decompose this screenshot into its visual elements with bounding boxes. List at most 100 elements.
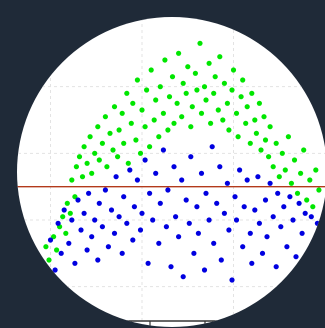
- scatter-point: [180, 274, 186, 280]
- scatter-point: [127, 167, 133, 173]
- scatter-point: [169, 74, 176, 80]
- scatter-point: [95, 257, 101, 263]
- scatter-point: [308, 214, 314, 220]
- scatter-point: [226, 127, 232, 133]
- scatter-point: [113, 174, 119, 180]
- scatter-point: [78, 227, 84, 233]
- scatter-point: [291, 157, 298, 163]
- scatter-point: [243, 120, 249, 126]
- scatter-point: [119, 110, 125, 116]
- scatter-point: [287, 194, 293, 200]
- scatter-point: [194, 204, 200, 210]
- scatter-point: [166, 94, 173, 100]
- scatter-point: [156, 134, 162, 140]
- scatter-point: [252, 117, 258, 123]
- scatter-point: [75, 197, 81, 203]
- scatter-point: [240, 77, 246, 83]
- scatter-point: [218, 257, 224, 263]
- scatter-point: [43, 244, 49, 250]
- scatter-point: [69, 177, 75, 183]
- scatter-point: [221, 80, 227, 86]
- scatter-point: [214, 200, 220, 206]
- scatter-point: [51, 234, 57, 240]
- scatter-point: [133, 137, 139, 143]
- scatter-point: [276, 174, 282, 180]
- scatter-point: [270, 214, 276, 220]
- scatter-point: [279, 150, 285, 156]
- scatter-point: [229, 277, 235, 283]
- scatter-point: [247, 140, 253, 146]
- scatter-point: [285, 134, 291, 140]
- scatter-point: [273, 140, 279, 146]
- scatter-point: [195, 230, 201, 236]
- scatter-point: [119, 250, 125, 256]
- scatter-point: [102, 187, 108, 193]
- scatter-point: [278, 224, 284, 230]
- scatter-point: [52, 267, 58, 273]
- scatter-point: [233, 110, 240, 116]
- scatter-point: [262, 197, 269, 203]
- scatter-point: [215, 107, 221, 113]
- scatter-point: [139, 107, 145, 113]
- scatter-point: [171, 164, 177, 170]
- scatter-point: [221, 210, 227, 216]
- scatter-point: [212, 74, 218, 80]
- scatter-point: [266, 154, 272, 160]
- scatter-point: [64, 200, 70, 206]
- scatter-point: [104, 164, 110, 170]
- scatter-point: [310, 204, 316, 210]
- scatter-point: [173, 214, 179, 220]
- scatter-point: [153, 170, 159, 176]
- scatter-point: [307, 177, 313, 183]
- scatter-point: [211, 240, 217, 246]
- scatter-point: [244, 104, 250, 110]
- scatter-point: [58, 250, 64, 256]
- scatter-point: [69, 217, 75, 223]
- scatter-point: [206, 60, 212, 66]
- scatter-point: [142, 157, 148, 163]
- scatter-point: [165, 127, 171, 133]
- scatter-point: [267, 180, 273, 186]
- scatter-point: [142, 124, 148, 130]
- scatter-point: [99, 140, 105, 146]
- scatter-point: [92, 150, 98, 156]
- scatter-point: [153, 97, 159, 103]
- scatter-point: [301, 147, 307, 153]
- scatter-point: [99, 224, 105, 230]
- scatter-point: [176, 50, 182, 56]
- scatter-point: [224, 180, 230, 186]
- scatter-point: [235, 134, 241, 140]
- series-1: [29, 144, 320, 296]
- scatter-point: [96, 200, 102, 206]
- scatter-point: [72, 260, 78, 266]
- scatter-point: [150, 217, 156, 223]
- scatter-point: [144, 87, 150, 93]
- scatter-point: [194, 87, 200, 93]
- scatter-point: [281, 204, 287, 210]
- scatter-point: [273, 264, 279, 270]
- scatter-point: [115, 154, 121, 160]
- scatter-point: [79, 174, 86, 180]
- scatter-point: [63, 230, 69, 236]
- scatter-point: [156, 240, 162, 246]
- scatter-point: [84, 160, 90, 166]
- scatter-point: [256, 220, 262, 226]
- scatter-point: [192, 70, 198, 76]
- scatter-point: [262, 137, 269, 143]
- scatter-point: [284, 244, 290, 250]
- scatter-point: [107, 130, 113, 136]
- scatter-point: [258, 147, 264, 153]
- scatter-point: [92, 217, 98, 223]
- scatter-point: [302, 210, 308, 216]
- scatter-point: [186, 220, 192, 226]
- scatter-point: [89, 234, 95, 240]
- scatter-point: [72, 194, 78, 200]
- scatter-point: [179, 177, 185, 183]
- scatter-point: [313, 167, 319, 173]
- scatter-point: [217, 164, 223, 170]
- scatter-point: [256, 100, 262, 106]
- scatter-point: [151, 117, 157, 123]
- scatter-point: [188, 124, 194, 130]
- scatter-point: [111, 104, 118, 110]
- scatter-point: [147, 144, 153, 150]
